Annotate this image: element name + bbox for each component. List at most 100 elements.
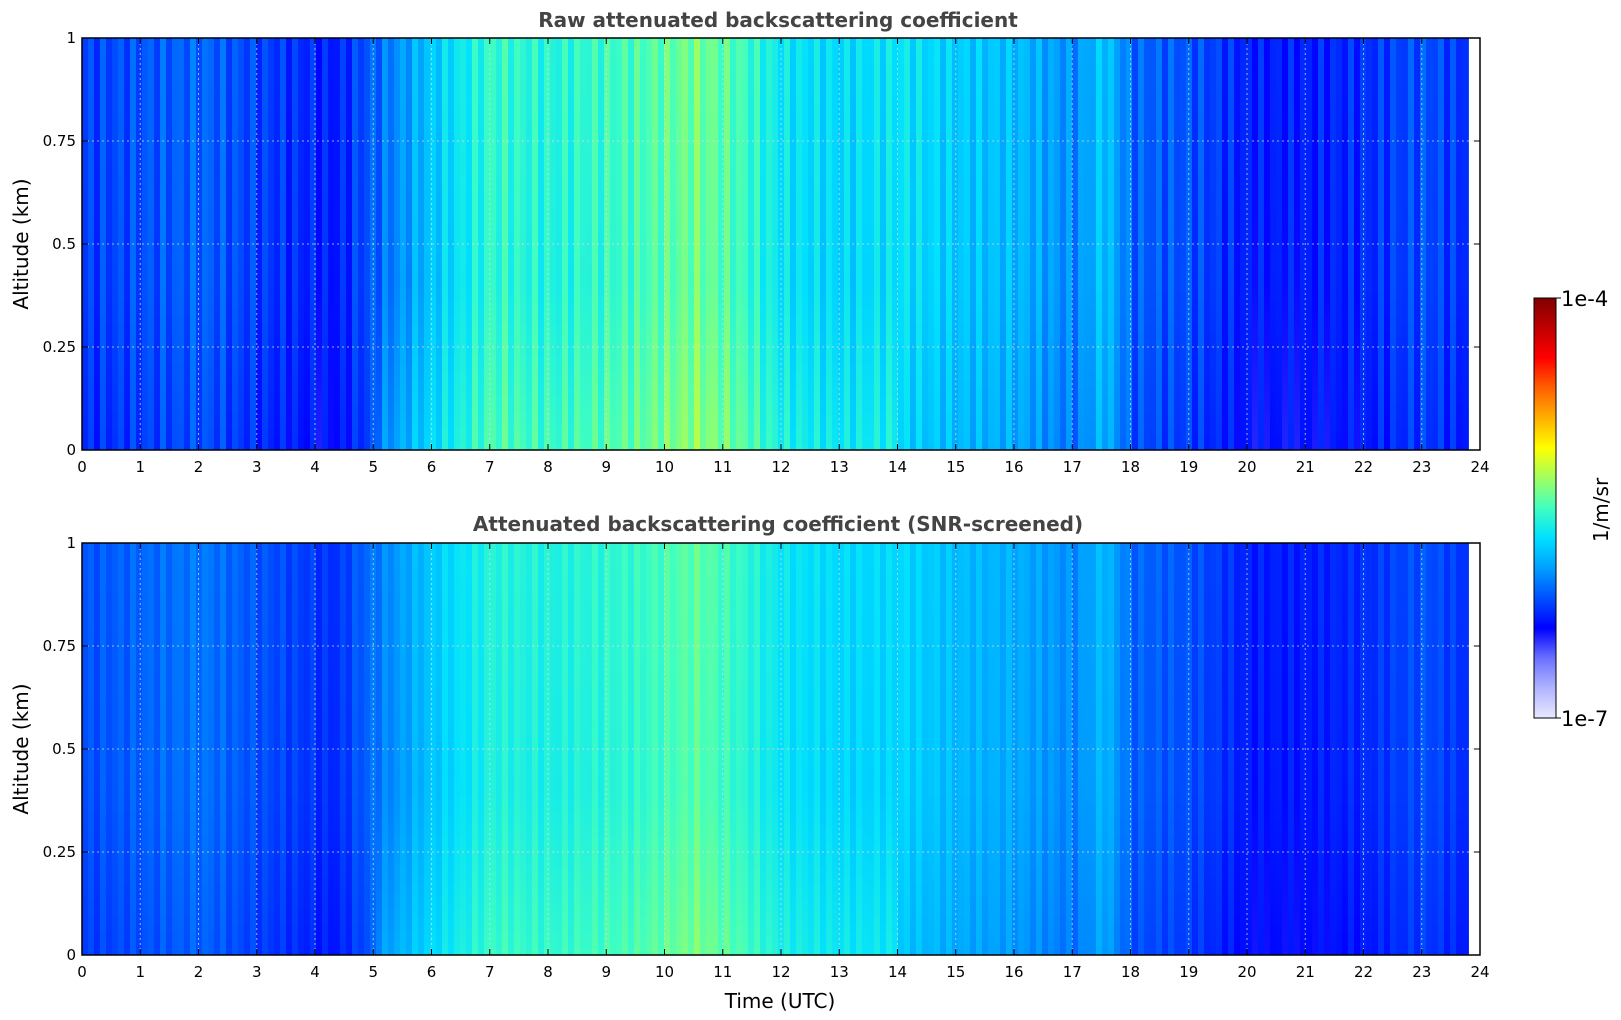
x-tick-label: 7 — [485, 963, 495, 981]
heatmap-column — [1282, 543, 1289, 955]
heatmap-column — [856, 38, 863, 450]
heatmap-column — [622, 543, 629, 955]
screened-backscatter-panel: Attenuated backscattering coefficient (S… — [9, 512, 1490, 1013]
heatmap-column — [178, 38, 185, 450]
heatmap-column — [1432, 38, 1439, 450]
heatmap-column — [766, 38, 773, 450]
heatmap-column — [772, 38, 779, 450]
x-tick-label: 24 — [1470, 963, 1489, 981]
screened-heatmap — [82, 543, 1469, 955]
heatmap-column — [1276, 38, 1283, 450]
heatmap-column — [1396, 543, 1403, 955]
heatmap-column — [298, 38, 305, 450]
x-tick-label: 8 — [543, 963, 553, 981]
heatmap-column — [628, 543, 635, 955]
heatmap-column — [826, 38, 833, 450]
heatmap-column — [436, 38, 443, 450]
heatmap-column — [1162, 38, 1169, 450]
heatmap-column — [478, 543, 485, 955]
x-tick-label: 23 — [1412, 963, 1431, 981]
heatmap-column — [592, 38, 599, 450]
heatmap-column — [856, 543, 863, 955]
heatmap-column — [1306, 543, 1313, 955]
heatmap-column — [1336, 543, 1343, 955]
x-tick-label: 17 — [1063, 963, 1082, 981]
heatmap-column — [358, 38, 365, 450]
heatmap-column — [556, 38, 563, 450]
heatmap-column — [1192, 543, 1199, 955]
heatmap-column — [682, 38, 689, 450]
y-tick-label: 0.75 — [43, 637, 76, 655]
x-tick-label: 19 — [1179, 458, 1198, 476]
heatmap-column — [958, 38, 965, 450]
heatmap-column — [508, 543, 515, 955]
heatmap-column — [832, 38, 839, 450]
heatmap-column — [496, 38, 503, 450]
heatmap-column — [586, 543, 593, 955]
heatmap-column — [1186, 543, 1193, 955]
heatmap-column — [946, 38, 953, 450]
y-tick-label: 0.5 — [52, 740, 76, 758]
heatmap-column — [1132, 38, 1139, 450]
heatmap-column — [976, 543, 983, 955]
heatmap-column — [496, 543, 503, 955]
heatmap-column — [1348, 543, 1355, 955]
heatmap-column — [772, 543, 779, 955]
x-tick-label: 1 — [135, 963, 145, 981]
heatmap-column — [892, 543, 899, 955]
heatmap-column — [928, 543, 935, 955]
heatmap-column — [916, 543, 923, 955]
heatmap-column — [592, 543, 599, 955]
heatmap-column — [1258, 38, 1265, 450]
x-tick-label: 13 — [830, 458, 849, 476]
heatmap-column — [808, 38, 815, 450]
x-tick-label: 1 — [135, 458, 145, 476]
heatmap-column — [1036, 38, 1043, 450]
heatmap-column — [736, 38, 743, 450]
heatmap-column — [646, 543, 653, 955]
heatmap-column — [862, 38, 869, 450]
heatmap-column — [1036, 543, 1043, 955]
colorbar: 1e-4 1e-7 1/m/sr — [1533, 287, 1613, 731]
heatmap-column — [286, 38, 293, 450]
heatmap-column — [232, 38, 239, 450]
heatmap-column — [1438, 38, 1445, 450]
heatmap-column — [196, 543, 203, 955]
heatmap-column — [322, 543, 329, 955]
heatmap-column — [526, 543, 533, 955]
x-tick-label: 12 — [771, 963, 790, 981]
heatmap-column — [628, 38, 635, 450]
colorbar-unit-label: 1/m/sr — [1589, 477, 1613, 542]
heatmap-column — [1306, 38, 1313, 450]
heatmap-column — [736, 543, 743, 955]
heatmap-column — [1042, 543, 1049, 955]
heatmap-column — [1222, 38, 1229, 450]
y-tick-label: 0 — [66, 946, 76, 964]
heatmap-column — [1426, 543, 1433, 955]
x-tick-label: 6 — [427, 963, 437, 981]
heatmap-column — [1156, 543, 1163, 955]
heatmap-column — [622, 38, 629, 450]
raw-panel-title: Raw attenuated backscattering coefficien… — [538, 8, 1018, 32]
x-tick-label: 22 — [1354, 458, 1373, 476]
heatmap-column — [712, 38, 719, 450]
heatmap-column — [1228, 38, 1235, 450]
heatmap-column — [658, 543, 665, 955]
heatmap-column — [1372, 543, 1379, 955]
heatmap-column — [1348, 38, 1355, 450]
heatmap-column — [352, 543, 359, 955]
heatmap-column — [106, 38, 113, 450]
heatmap-column — [742, 38, 749, 450]
heatmap-column — [598, 38, 605, 450]
screened-y-axis-label: Altitude (km) — [9, 683, 33, 814]
heatmap-column — [1048, 543, 1055, 955]
heatmap-column — [1288, 38, 1295, 450]
heatmap-column — [316, 543, 323, 955]
heatmap-column — [832, 543, 839, 955]
heatmap-column — [448, 38, 455, 450]
heatmap-column — [1366, 543, 1373, 955]
x-tick-label: 2 — [194, 458, 204, 476]
heatmap-column — [1438, 543, 1445, 955]
heatmap-column — [808, 543, 815, 955]
heatmap-column — [412, 543, 419, 955]
